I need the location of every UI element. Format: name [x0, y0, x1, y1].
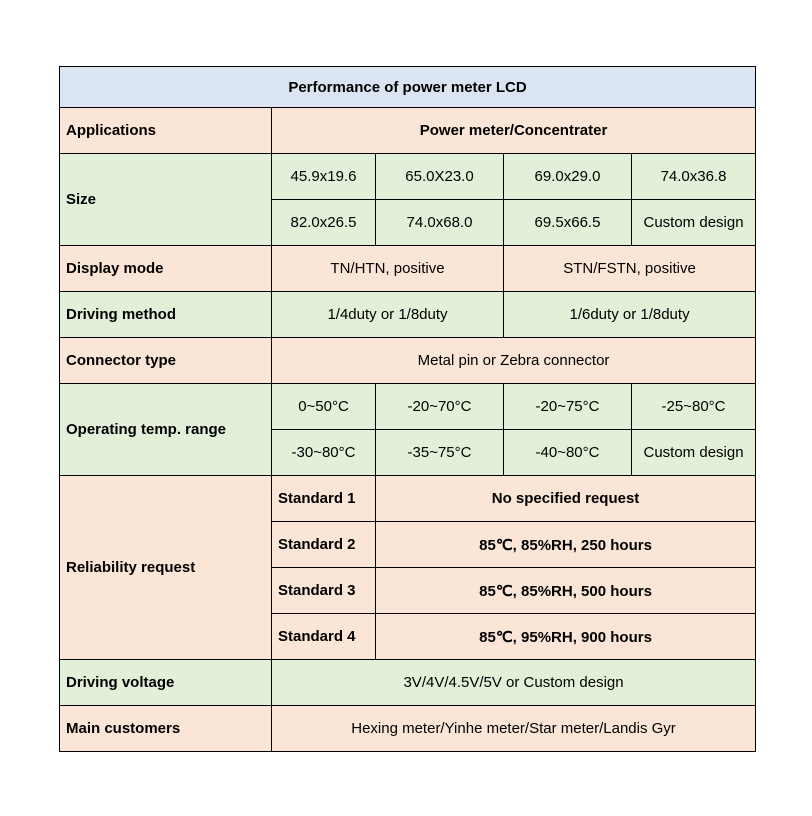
reliability-standard-3-name: Standard 3 [271, 567, 376, 614]
temp-cell-r1c4: -25~80°C [630, 383, 757, 430]
main-customers-label: Main customers [59, 705, 272, 752]
display-mode-label: Display mode [59, 245, 272, 292]
size-cell-r1c4: 74.0x36.8 [630, 153, 757, 200]
size-cell-r2c1: 82.0x26.5 [271, 199, 376, 246]
display-mode-left: TN/HTN, positive [271, 245, 504, 292]
reliability-label: Reliability request [59, 475, 272, 660]
size-cell-r2c3: 69.5x66.5 [503, 199, 632, 246]
temp-cell-r2c4: Custom design [630, 429, 757, 476]
connector-type-value: Metal pin or Zebra connector [270, 337, 757, 384]
temp-cell-r1c2: -20~70°C [375, 383, 504, 430]
reliability-standard-2-name: Standard 2 [271, 521, 376, 568]
reliability-standard-3-value: 85℃, 85%RH, 500 hours [374, 567, 757, 614]
temp-cell-r2c1: -30~80°C [271, 429, 376, 476]
driving-method-label: Driving method [59, 291, 272, 338]
reliability-standard-4-name: Standard 4 [271, 613, 376, 660]
size-cell-r2c4: Custom design [630, 199, 757, 246]
temp-cell-r1c3: -20~75°C [503, 383, 632, 430]
size-cell-r1c1: 45.9x19.6 [271, 153, 376, 200]
driving-method-right: 1/6duty or 1/8duty [502, 291, 757, 338]
reliability-standard-1-value: No specified request [374, 475, 757, 522]
main-customers-value: Hexing meter/Yinhe meter/Star meter/Land… [270, 705, 757, 752]
reliability-standard-4-value: 85℃, 95%RH, 900 hours [374, 613, 757, 660]
temp-cell-r1c1: 0~50°C [271, 383, 376, 430]
applications-value: Power meter/Concentrater [270, 107, 757, 154]
size-cell-r1c3: 69.0x29.0 [503, 153, 632, 200]
reliability-standard-2-value: 85℃, 85%RH, 250 hours [374, 521, 757, 568]
driving-method-left: 1/4duty or 1/8duty [271, 291, 504, 338]
table-title: Performance of power meter LCD [58, 66, 757, 108]
connector-type-label: Connector type [59, 337, 272, 384]
temp-cell-r2c2: -35~75°C [375, 429, 504, 476]
driving-voltage-value: 3V/4V/4.5V/5V or Custom design [270, 659, 757, 706]
driving-voltage-label: Driving voltage [59, 659, 272, 706]
size-cell-r1c2: 65.0X23.0 [375, 153, 504, 200]
size-cell-r2c2: 74.0x68.0 [375, 199, 504, 246]
display-mode-right: STN/FSTN, positive [502, 245, 757, 292]
spec-table: Performance of power meter LCD Applicati… [58, 66, 757, 752]
size-label: Size [59, 153, 272, 246]
reliability-standard-1-name: Standard 1 [271, 475, 376, 522]
applications-label: Applications [59, 107, 272, 154]
operating-temp-label: Operating temp. range [59, 383, 272, 476]
temp-cell-r2c3: -40~80°C [503, 429, 632, 476]
